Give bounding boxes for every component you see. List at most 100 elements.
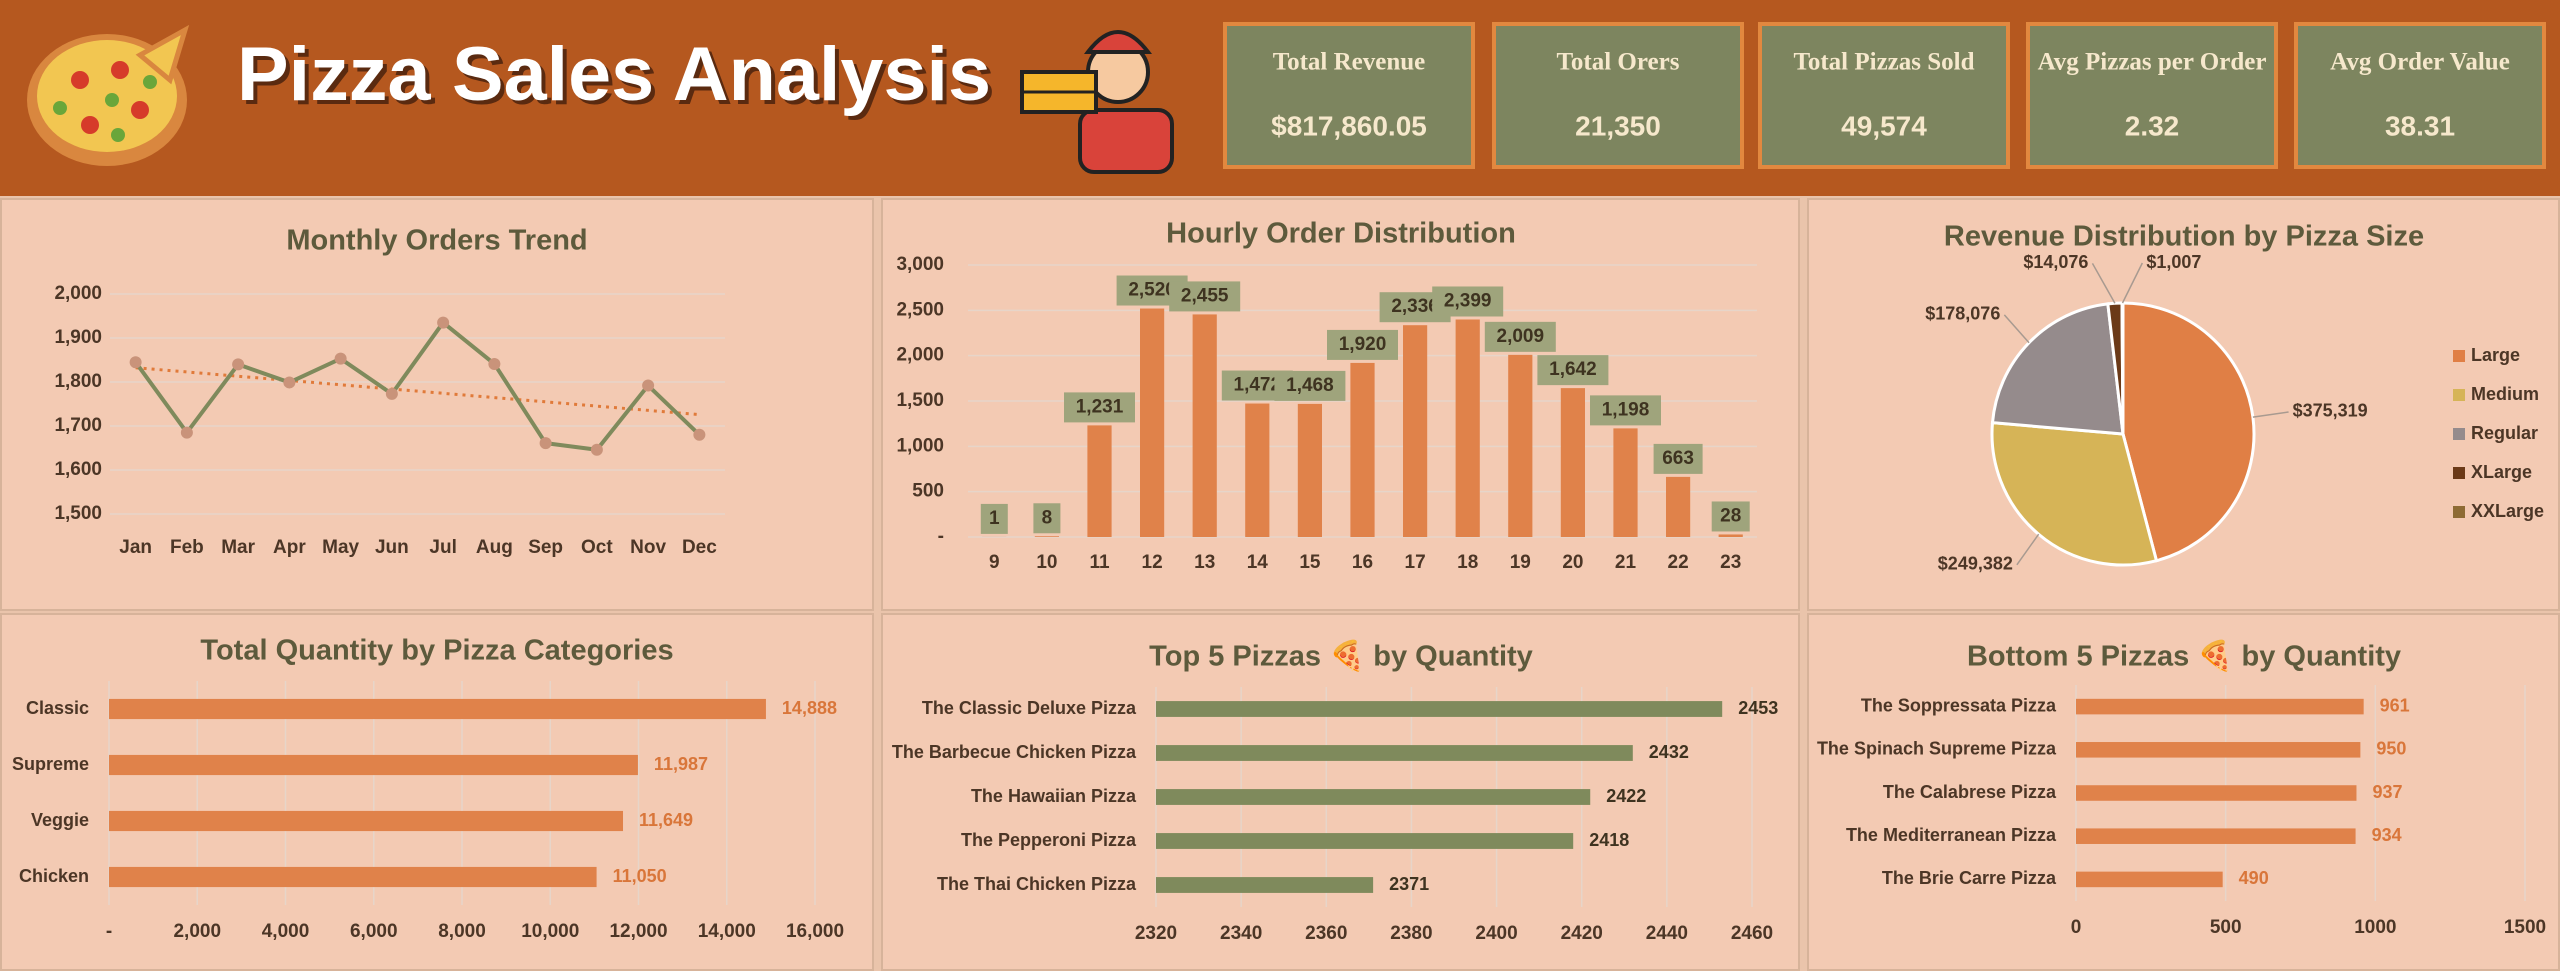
data-label-box bbox=[1327, 329, 1398, 360]
data-label: $14,076 bbox=[2023, 252, 2088, 272]
x-tick-label: - bbox=[106, 921, 112, 942]
x-tick-label: 2400 bbox=[1475, 923, 1517, 944]
x-tick-label: Jul bbox=[429, 537, 456, 558]
bar bbox=[109, 866, 597, 888]
x-tick-label: 14,000 bbox=[698, 921, 756, 942]
kpi-label: Total Revenue bbox=[1273, 49, 1426, 76]
y-tick-label: The Soppressata Pizza bbox=[1861, 695, 2057, 715]
x-tick-label: 2440 bbox=[1646, 923, 1688, 944]
legend-label: XLarge bbox=[2471, 462, 2532, 482]
marker bbox=[385, 387, 398, 400]
y-tick-label: 3,000 bbox=[896, 254, 944, 275]
legend-label: Medium bbox=[2471, 384, 2539, 404]
line bbox=[134, 320, 701, 452]
x-tick-label: Nov bbox=[630, 537, 666, 558]
bar bbox=[1666, 476, 1691, 537]
bar bbox=[109, 810, 624, 832]
x-tick-label: 16 bbox=[1352, 552, 1373, 573]
x-tick-label: 4,000 bbox=[262, 921, 310, 942]
data-label: 11,987 bbox=[654, 754, 708, 774]
data-label: 1,920 bbox=[1339, 334, 1387, 355]
marker bbox=[129, 356, 142, 369]
data-label: 934 bbox=[2372, 825, 2402, 845]
data-label: 11,050 bbox=[613, 866, 667, 886]
y-tick-label: 500 bbox=[912, 481, 944, 502]
bar bbox=[109, 698, 766, 720]
bar bbox=[2076, 828, 2356, 844]
kpi-label: Total Pizzas Sold bbox=[1793, 49, 1974, 76]
y-tick-label: The Mediterranean Pizza bbox=[1846, 825, 2057, 845]
y-tick-label: The Classic Deluxe Pizza bbox=[922, 698, 1137, 718]
y-tick-label: The Spinach Supreme Pizza bbox=[1817, 739, 2057, 759]
data-label-box bbox=[1033, 503, 1061, 534]
y-tick-label: 1,600 bbox=[54, 459, 102, 480]
data-label: 1,642 bbox=[1549, 359, 1597, 380]
chart-title: Hourly Order Distribution bbox=[1166, 218, 1516, 250]
marker bbox=[283, 376, 296, 389]
kpi-label: Avg Order Value bbox=[2330, 49, 2510, 76]
data-label: 2418 bbox=[1589, 830, 1629, 850]
kpi-value: $817,860.05 bbox=[1271, 110, 1427, 141]
marker bbox=[488, 357, 501, 370]
data-label: 8 bbox=[1042, 507, 1053, 528]
bar bbox=[1156, 833, 1574, 849]
x-tick-label: 15 bbox=[1299, 552, 1321, 573]
pizza-icon bbox=[27, 24, 190, 166]
data-label-box bbox=[1274, 370, 1346, 401]
data-label: 1,472 bbox=[1234, 375, 1282, 396]
data-label: 490 bbox=[2239, 868, 2269, 888]
bar bbox=[2076, 785, 2357, 801]
data-label-box bbox=[1432, 286, 1504, 317]
bar bbox=[2076, 742, 2361, 758]
marker bbox=[437, 316, 450, 329]
x-tick-label: 9 bbox=[989, 552, 1000, 573]
x-tick-label: 16,000 bbox=[786, 921, 844, 942]
x-tick-label: 20 bbox=[1562, 552, 1583, 573]
x-tick-label: 12,000 bbox=[609, 921, 667, 942]
leader-line bbox=[2121, 262, 2144, 304]
chef-icon bbox=[1020, 30, 1174, 174]
data-label: 1,198 bbox=[1602, 399, 1650, 420]
bar bbox=[1297, 403, 1322, 537]
pie-slice bbox=[2121, 301, 2256, 563]
x-tick-label: 8,000 bbox=[438, 921, 486, 942]
kpi-value: 38.31 bbox=[2385, 110, 2455, 141]
data-label: 2,336 bbox=[1391, 296, 1439, 317]
y-tick-label: Classic bbox=[26, 698, 89, 718]
data-label: $249,382 bbox=[1938, 554, 2013, 574]
leader-line bbox=[2003, 314, 2030, 344]
bar bbox=[1508, 354, 1533, 537]
pie-slice bbox=[1990, 421, 2159, 567]
chart-title: Monthly Orders Trend bbox=[286, 225, 587, 257]
data-label: 2422 bbox=[1606, 786, 1646, 806]
legend-swatch bbox=[2453, 350, 2465, 362]
data-label: 2,520 bbox=[1128, 280, 1176, 301]
dashboard-title: Pizza Sales Analysis bbox=[237, 32, 991, 117]
kpi-label: Avg Pizzas per Order bbox=[2038, 49, 2267, 76]
x-tick-label: 2320 bbox=[1135, 923, 1177, 944]
data-label: 2453 bbox=[1738, 698, 1778, 718]
marker bbox=[642, 379, 655, 392]
panel bbox=[881, 613, 1800, 971]
bar bbox=[1455, 319, 1480, 537]
bar bbox=[1140, 308, 1165, 537]
bar bbox=[2076, 698, 2364, 715]
x-tick-label: Jan bbox=[119, 537, 152, 558]
kpi-label: Total Orers bbox=[1557, 49, 1680, 76]
x-tick-label: 10 bbox=[1036, 552, 1057, 573]
y-tick-label: Supreme bbox=[12, 754, 89, 774]
data-label-box bbox=[1590, 395, 1661, 426]
leader-line bbox=[2252, 411, 2289, 418]
y-tick-label: The Pepperoni Pizza bbox=[961, 830, 1137, 850]
chart-title: Revenue Distribution by Pizza Size bbox=[1944, 221, 2424, 253]
kpi-card bbox=[2294, 22, 2546, 169]
x-tick-label: Sep bbox=[528, 537, 563, 558]
y-tick-label: 1,700 bbox=[54, 415, 102, 436]
data-label: $178,076 bbox=[1925, 304, 2000, 324]
y-tick-label: - bbox=[938, 526, 944, 547]
data-label-box bbox=[980, 503, 1008, 534]
panel bbox=[0, 198, 874, 611]
legend-swatch bbox=[2453, 428, 2465, 440]
